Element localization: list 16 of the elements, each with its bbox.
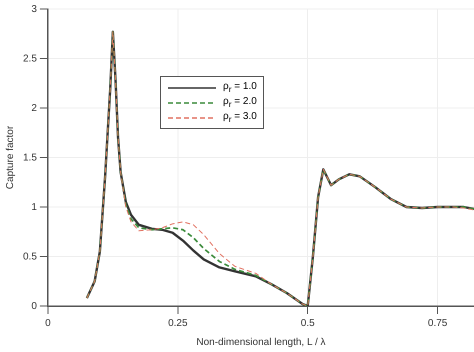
x-tick-label: 0.5 [300, 318, 316, 329]
x-tick-label: 0 [45, 318, 52, 329]
y-tick-label: 2 [31, 102, 38, 114]
legend-label: ρ$_{r}$ = 2.0 [223, 96, 257, 109]
y-tick-label: 3 [31, 4, 38, 15]
x-tick-label: 0.75 [428, 318, 448, 329]
legend-label: ρ$_{r}$ = 3.0 [223, 111, 257, 124]
y-tick-label: 1 [31, 202, 38, 213]
x-axis-title: Non-dimensional length, L / λ [196, 336, 326, 348]
y-axis-title: Capture factor [4, 125, 16, 190]
y-tick-label: 2.5 [22, 53, 38, 64]
y-tick-label: 1.5 [22, 152, 38, 164]
y-tick-label: 0 [31, 300, 38, 312]
legend-label: ρ$_{r}$ = 1.0 [223, 81, 257, 94]
y-tick-label: 0.5 [22, 251, 38, 262]
x-tick-label: 0.25 [168, 318, 188, 329]
